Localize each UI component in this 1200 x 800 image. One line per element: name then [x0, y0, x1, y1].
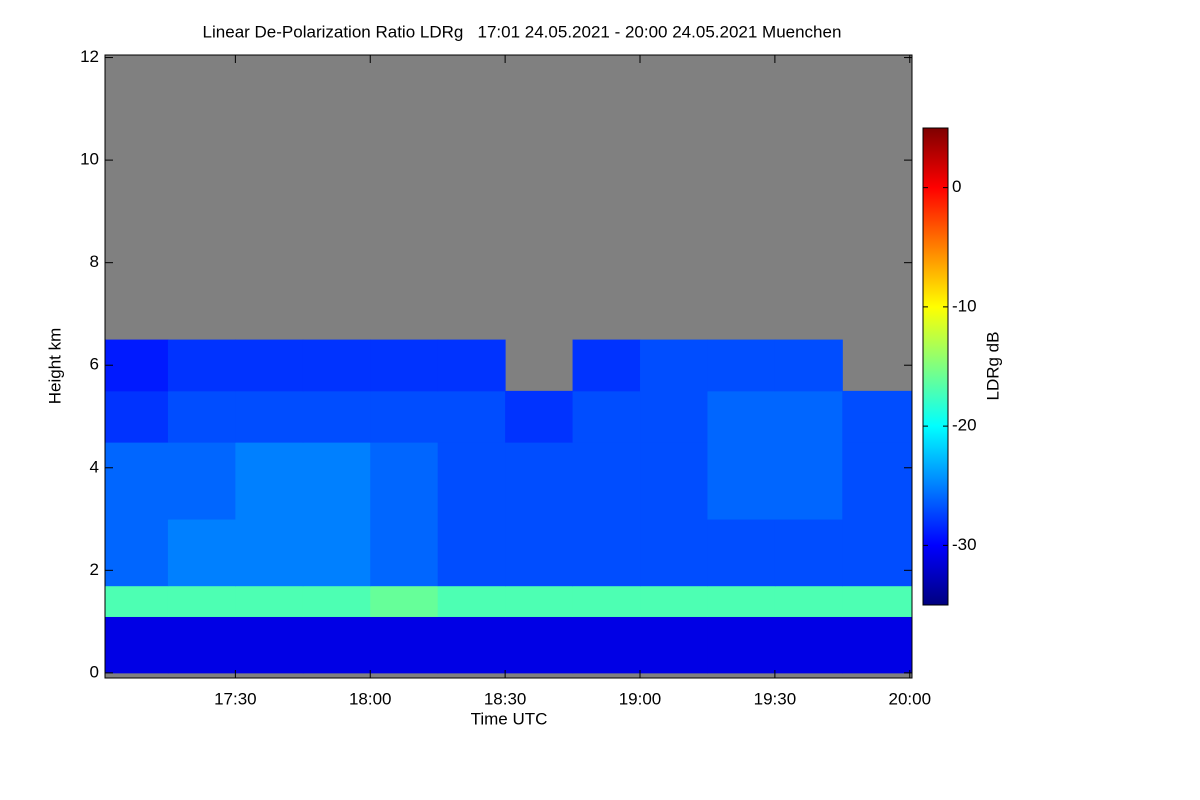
heatmap-cell [572, 339, 641, 392]
heatmap-cell [505, 585, 574, 617]
colorbar-tick-label: -30 [952, 535, 977, 554]
heatmap-cell [572, 390, 641, 443]
colorbar-label: LDRg dB [983, 332, 1002, 401]
heatmap-cell [167, 585, 236, 617]
x-tick-label: 19:30 [754, 689, 797, 708]
x-axis-label: Time UTC [471, 709, 548, 728]
heatmap-cell [167, 616, 236, 674]
heatmap-cell [707, 390, 776, 443]
heatmap-cell [105, 442, 169, 520]
heatmap-cell [505, 390, 574, 443]
heatmap-cell [167, 339, 236, 392]
heatmap-cell [235, 519, 304, 587]
heatmap-cell [370, 616, 439, 674]
heatmap-cell [774, 616, 843, 674]
heatmap-cell [105, 616, 169, 674]
heatmap-cell [707, 519, 776, 587]
heatmap-cell [302, 339, 371, 392]
heatmap-cell [235, 616, 304, 674]
heatmap-cell [302, 390, 371, 443]
y-tick-label: 8 [90, 252, 99, 271]
heatmap-cell [105, 339, 169, 392]
heatmap-cell [640, 339, 708, 392]
heatmap-cell [572, 519, 641, 587]
x-tick-label: 19:00 [619, 689, 662, 708]
colorbar-tick-label: 0 [952, 177, 961, 196]
heatmap-cell [370, 390, 439, 443]
heatmap-cell [640, 616, 708, 674]
heatmap-cell [167, 519, 236, 587]
heatmap-cell [842, 616, 913, 674]
heatmap-cell [505, 519, 574, 587]
y-tick-label: 2 [90, 560, 99, 579]
heatmap-cell [302, 519, 371, 587]
heatmap-cell [774, 339, 843, 392]
heatmap-cell [370, 519, 439, 587]
x-tick-label: 17:30 [214, 689, 257, 708]
heatmap-cell [505, 442, 574, 520]
y-axis-label: Height km [45, 328, 64, 405]
heatmap-cell [167, 390, 236, 443]
heatmap-cell [437, 616, 506, 674]
heatmap-cell [370, 585, 439, 617]
heatmap-cell [302, 442, 371, 520]
heatmap-cell [707, 442, 776, 520]
heatmap-cell [235, 390, 304, 443]
heatmap-cell [505, 616, 574, 674]
x-tick-label: 18:30 [484, 689, 527, 708]
heatmap-cell [437, 519, 506, 587]
colorbar [922, 127, 949, 606]
heatmap-cell [437, 585, 506, 617]
y-tick-label: 0 [90, 662, 99, 681]
heatmap-cell [437, 390, 506, 443]
y-tick-label: 10 [80, 150, 99, 169]
heatmap-cell [572, 585, 641, 617]
colorbar-tick-label: -20 [952, 416, 977, 435]
heatmap-cell [707, 616, 776, 674]
heatmap-cell [842, 442, 913, 520]
heatmap-cell [235, 339, 304, 392]
colorbar-tick-label: -10 [952, 296, 977, 315]
heatmap-cell [774, 442, 843, 520]
x-tick-label: 18:00 [349, 689, 392, 708]
heatmap-cell [572, 442, 641, 520]
heatmap-cell [370, 442, 439, 520]
heatmap-cell [707, 585, 776, 617]
heatmap-cell [437, 442, 506, 520]
heatmap-cell [774, 585, 843, 617]
heatmap-cell [842, 390, 913, 443]
heatmap-cell [167, 442, 236, 520]
heatmap-cell [105, 390, 169, 443]
heatmap-cell [572, 616, 641, 674]
y-tick-label: 12 [80, 47, 99, 66]
heatmap-cell [105, 585, 169, 617]
heatmap-cell [235, 585, 304, 617]
heatmap-cell [774, 519, 843, 587]
heatmap-cell [640, 585, 708, 617]
x-tick-label: 20:00 [888, 689, 931, 708]
heatmap-cell [842, 585, 913, 617]
chart-title: Linear De-Polarization Ratio LDRg 17:01 … [203, 22, 842, 41]
heatmap-cell [774, 390, 843, 443]
y-tick-label: 4 [90, 457, 99, 476]
heatmap-cell [640, 519, 708, 587]
heatmap-cell [707, 339, 776, 392]
heatmap-cell [235, 442, 304, 520]
y-tick-label: 6 [90, 355, 99, 374]
heatmap-cell [370, 339, 439, 392]
heatmap-cell [437, 339, 506, 392]
plot-frame [104, 54, 913, 679]
heatmap-cell [640, 390, 708, 443]
heatmap-cell [640, 442, 708, 520]
heatmap-cell [302, 585, 371, 617]
heatmap-cell [842, 519, 913, 587]
heatmap-cell [302, 616, 371, 674]
heatmap-cell [105, 519, 169, 587]
